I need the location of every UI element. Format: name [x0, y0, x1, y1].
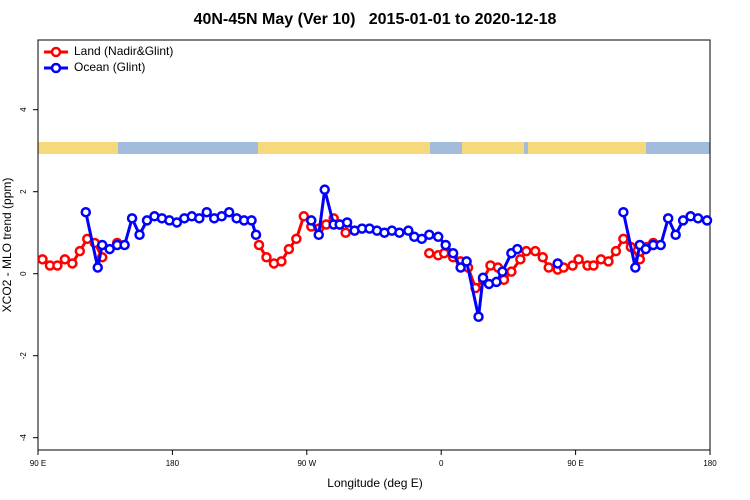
data-point	[223, 206, 235, 218]
x-tick-label: 90 W	[297, 459, 316, 468]
data-point	[261, 252, 272, 263]
data-point	[74, 245, 86, 257]
data-point	[126, 213, 138, 224]
data-point	[403, 225, 414, 236]
data-point	[432, 231, 444, 243]
data-point	[497, 266, 508, 277]
data-point	[543, 262, 554, 273]
data-point	[506, 266, 517, 277]
data-point	[250, 229, 262, 240]
data-point	[171, 217, 183, 228]
y-tick-label: -4	[19, 434, 28, 442]
data-point	[552, 258, 563, 269]
data-point	[573, 254, 584, 265]
y-tick-label: 2	[19, 189, 28, 194]
data-point	[603, 256, 614, 267]
data-point	[670, 229, 681, 240]
data-point	[104, 243, 115, 255]
data-point	[618, 206, 629, 218]
data-point	[119, 239, 130, 251]
data-point	[341, 217, 353, 228]
legend-label: Land (Nadir&Glint)	[74, 44, 173, 58]
data-point	[692, 213, 704, 224]
data-point	[59, 254, 71, 265]
data-point	[512, 243, 523, 255]
data-point	[537, 252, 548, 263]
data-point	[438, 247, 450, 259]
data-point	[52, 260, 63, 271]
data-point	[96, 239, 108, 251]
data-point	[567, 260, 578, 271]
data-point	[521, 245, 532, 257]
data-point	[640, 243, 652, 255]
data-point	[216, 211, 227, 222]
data-point	[662, 213, 674, 224]
data-point	[491, 276, 502, 288]
data-point	[630, 262, 641, 273]
data-point	[618, 233, 629, 245]
data-point	[80, 206, 92, 218]
y-tick-label: 0	[19, 271, 28, 276]
y-axis-label: XCO2 - MLO trend (ppm)	[0, 178, 14, 313]
map-strip	[38, 142, 710, 154]
x-axis-label: Longitude (deg E)	[327, 476, 422, 490]
data-point	[477, 272, 489, 284]
data-point	[588, 260, 599, 271]
legend-marker	[50, 62, 62, 74]
data-point	[394, 227, 405, 238]
data-point	[246, 215, 257, 226]
data-point	[461, 256, 472, 267]
x-tick-label: 90 E	[30, 459, 46, 468]
data-point	[340, 227, 351, 238]
data-point	[677, 215, 689, 226]
data-point	[447, 247, 459, 259]
data-point	[319, 184, 330, 195]
data-point	[291, 233, 302, 245]
data-point	[141, 215, 153, 226]
x-tick-label: 180	[166, 459, 180, 468]
data-point	[473, 311, 484, 322]
data-point	[440, 239, 451, 251]
data-point	[276, 256, 287, 267]
plot-frame	[37, 39, 711, 451]
data-point	[313, 229, 324, 240]
data-point	[455, 262, 466, 273]
data-point	[194, 213, 205, 224]
legend-label: Ocean (Glint)	[74, 60, 145, 74]
y-tick-label: -2	[19, 352, 28, 360]
data-point	[424, 247, 435, 259]
data-point	[306, 215, 317, 226]
data-point	[416, 233, 428, 245]
data-point	[610, 245, 622, 257]
data-point	[67, 258, 78, 269]
data-point	[530, 245, 541, 257]
data-point	[92, 262, 103, 273]
data-point	[283, 243, 295, 255]
x-tick-label: 180	[703, 459, 717, 468]
data-point	[37, 254, 48, 265]
data-point	[201, 206, 212, 218]
y-tick-label: 4	[19, 107, 28, 112]
data-point	[701, 215, 713, 226]
data-point	[424, 229, 435, 240]
data-point	[134, 229, 145, 240]
x-tick-label: 90 E	[567, 459, 583, 468]
data-point	[655, 239, 666, 251]
x-tick-label: 0	[439, 459, 444, 468]
data-point	[515, 254, 526, 265]
data-point	[298, 211, 310, 222]
chart-title: 40N-45N May (Ver 10) 2015-01-01 to 2020-…	[194, 11, 557, 28]
data-point	[253, 239, 265, 251]
legend-marker	[50, 46, 62, 58]
